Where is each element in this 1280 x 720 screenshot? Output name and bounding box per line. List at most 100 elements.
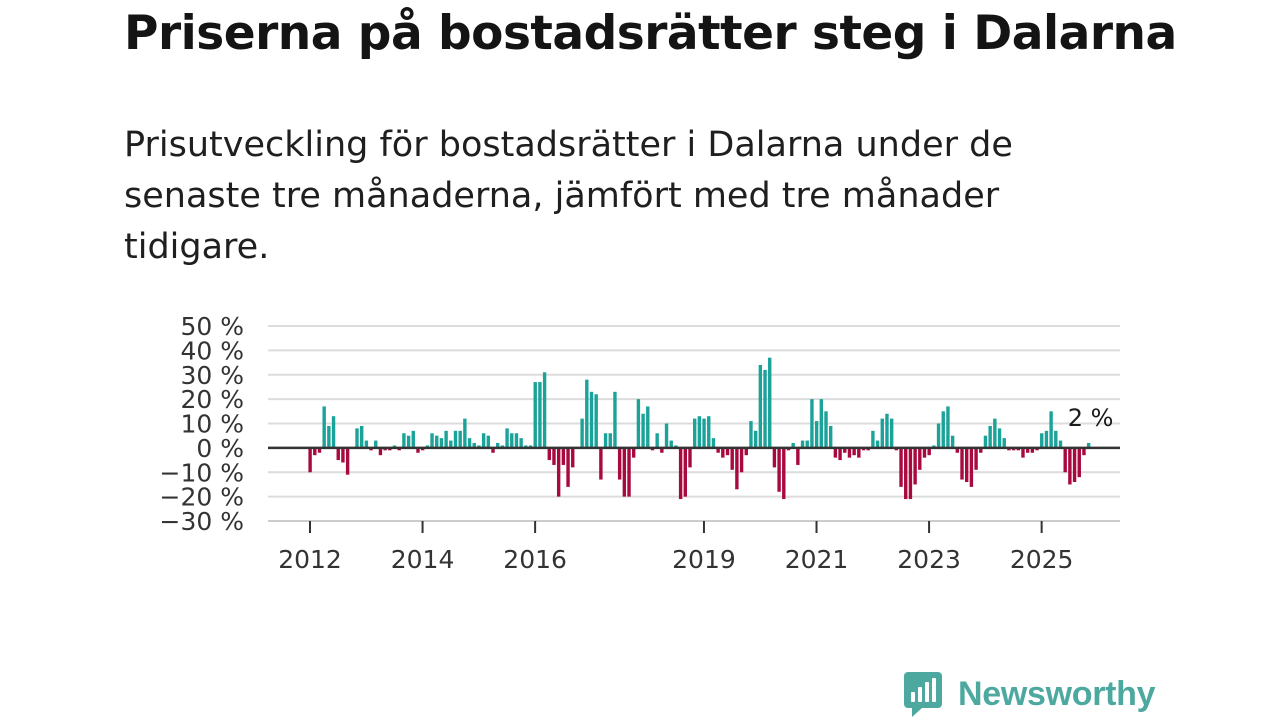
bar — [322, 406, 326, 448]
bar — [660, 447, 664, 453]
bar — [1072, 447, 1077, 482]
bar — [697, 416, 702, 448]
bar — [791, 443, 795, 448]
bar — [364, 440, 369, 448]
bar — [838, 447, 842, 461]
bar — [331, 416, 336, 448]
bar — [481, 433, 486, 448]
bar — [496, 443, 500, 448]
bar — [946, 406, 950, 448]
bar — [444, 430, 448, 448]
bar — [655, 433, 659, 448]
bar — [735, 447, 739, 490]
bar — [852, 447, 856, 456]
bar — [571, 447, 575, 468]
bar — [922, 447, 927, 458]
bar — [327, 425, 331, 448]
newsworthy-logo-icon — [904, 672, 942, 717]
y-tick-label: 30 % — [180, 361, 244, 390]
bar — [453, 430, 458, 448]
bar — [1030, 447, 1035, 453]
bar — [589, 391, 594, 448]
bar — [904, 447, 908, 500]
bar — [411, 430, 415, 448]
bar — [918, 447, 922, 470]
bar — [843, 447, 847, 453]
bar — [1058, 440, 1063, 448]
bar — [355, 428, 359, 448]
x-tick-label: 2025 — [1010, 545, 1074, 574]
bar — [819, 399, 824, 448]
bar — [556, 447, 561, 497]
bar — [955, 447, 960, 453]
bar — [486, 435, 491, 448]
bar — [617, 447, 622, 480]
bar — [341, 447, 345, 463]
y-tick-label: 10 % — [180, 410, 244, 439]
bar — [739, 447, 744, 473]
bar — [1086, 443, 1091, 448]
bar — [796, 447, 800, 465]
bar — [505, 428, 509, 448]
bar — [725, 447, 730, 456]
bar — [1002, 438, 1006, 448]
bar — [969, 447, 974, 487]
bar — [636, 399, 641, 448]
bar — [510, 433, 514, 448]
bar — [669, 440, 673, 448]
bar — [345, 447, 350, 475]
bar — [885, 413, 889, 448]
bar — [580, 418, 584, 448]
bar — [491, 447, 495, 453]
bar — [871, 430, 875, 448]
y-tick-label: 40 % — [180, 336, 244, 365]
bar — [552, 447, 556, 465]
bar — [763, 369, 767, 448]
last-value-label: 2 % — [1068, 404, 1114, 432]
bar — [542, 372, 547, 448]
bar — [979, 447, 983, 453]
bar — [1040, 433, 1044, 448]
bar — [317, 447, 322, 453]
bar — [374, 440, 378, 448]
bar — [983, 435, 988, 448]
bar — [538, 382, 542, 448]
bar — [561, 447, 566, 465]
bar — [1054, 430, 1058, 448]
bar — [1044, 430, 1049, 448]
bar — [777, 447, 781, 492]
bar — [378, 447, 383, 456]
bar — [749, 421, 753, 448]
bar — [533, 382, 537, 448]
bar — [711, 438, 716, 448]
bar — [824, 411, 828, 448]
bar — [814, 421, 819, 448]
bar — [406, 435, 411, 448]
bar — [927, 447, 931, 456]
bar — [758, 365, 763, 448]
bar — [772, 447, 777, 468]
bar — [782, 447, 786, 500]
bar — [997, 428, 1002, 448]
bar — [519, 438, 523, 448]
newsworthy-logo: Newsworthy — [902, 670, 1156, 718]
bar — [467, 438, 472, 448]
bar — [753, 430, 758, 448]
bar — [828, 425, 833, 448]
bar — [308, 447, 312, 473]
bar — [800, 440, 805, 448]
bar — [678, 447, 683, 500]
bar — [463, 418, 467, 448]
bar — [608, 433, 612, 448]
bar — [566, 447, 570, 487]
bar — [613, 391, 617, 448]
x-tick-label: 2014 — [391, 545, 455, 574]
bar — [435, 435, 439, 448]
bar — [936, 423, 941, 448]
bar — [313, 447, 317, 456]
bar — [402, 433, 406, 448]
y-tick-label: 20 % — [180, 385, 244, 414]
bar — [692, 418, 697, 448]
bar — [721, 447, 725, 458]
newsworthy-logo-text: Newsworthy — [958, 674, 1156, 713]
